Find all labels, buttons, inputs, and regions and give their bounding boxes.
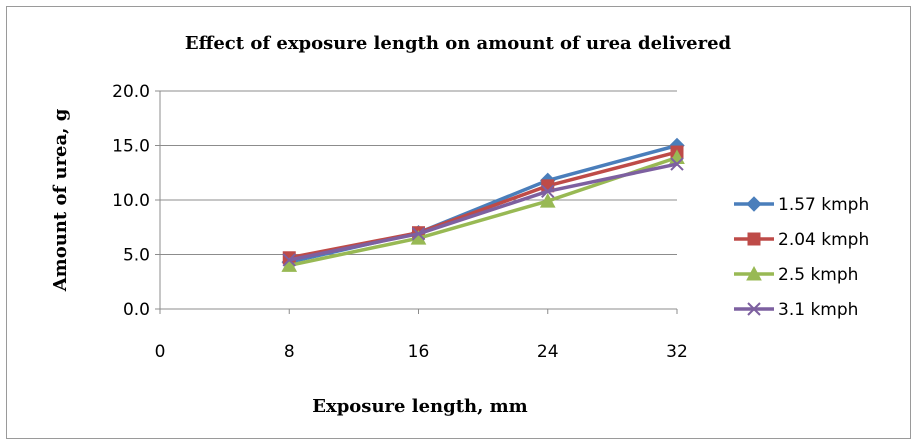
data-point-3-1 xyxy=(411,227,426,241)
y-tick-label: 10.0 xyxy=(112,191,150,211)
data-point-3-2 xyxy=(541,184,555,198)
data-point-2-2 xyxy=(539,193,556,208)
x-tick-label: 16 xyxy=(408,342,430,362)
data-point-3-0 xyxy=(282,253,296,267)
x-tick-label: 24 xyxy=(537,342,559,362)
y-tick-label: 15.0 xyxy=(112,137,150,157)
x-marker-stroke xyxy=(411,227,426,241)
legend-label-0: 1.57 kmph xyxy=(778,195,869,215)
legend-marker-0 xyxy=(746,196,762,212)
data-point-3-3 xyxy=(670,157,684,171)
x-marker-stroke xyxy=(541,184,555,198)
y-tick-labels: 0.0 5.0 10.0 15.0 20.0 xyxy=(112,82,150,320)
y-tick-label: 0.0 xyxy=(123,300,150,320)
y-tick-label: 5.0 xyxy=(123,246,150,266)
legend-label-3: 3.1 kmph xyxy=(778,300,858,320)
series-line-3 xyxy=(288,162,678,262)
x-tick-label: 0 xyxy=(155,342,166,362)
x-marker-stroke xyxy=(670,157,684,171)
x-tick-label: 8 xyxy=(284,342,295,362)
legend-label-1: 2.04 kmph xyxy=(778,230,869,250)
legend: 1.57 kmph 2.04 kmph 2.5 kmph 3.1 kmph xyxy=(734,195,869,320)
x-tick-label: 32 xyxy=(666,342,688,362)
chart-frame xyxy=(6,6,911,439)
axes xyxy=(155,90,678,314)
gridlines xyxy=(160,90,677,310)
x-marker-stroke xyxy=(747,302,761,316)
x-tick-labels: 0 8 16 24 32 xyxy=(155,342,688,362)
legend-label-2: 2.5 kmph xyxy=(778,265,858,285)
y-tick-label: 20.0 xyxy=(112,82,150,102)
x-marker-stroke xyxy=(282,253,296,267)
data-point-2-0 xyxy=(281,257,298,272)
series-line-0 xyxy=(288,143,678,264)
chart-title: Effect of exposure length on amount of u… xyxy=(185,33,732,54)
legend-marker-3 xyxy=(747,302,761,316)
series-group xyxy=(281,137,685,272)
x-axis-title: Exposure length, mm xyxy=(312,396,527,417)
y-axis-title: Amount of urea, g xyxy=(50,108,71,292)
legend-marker-1 xyxy=(747,232,761,246)
legend-marker-2 xyxy=(746,265,762,281)
